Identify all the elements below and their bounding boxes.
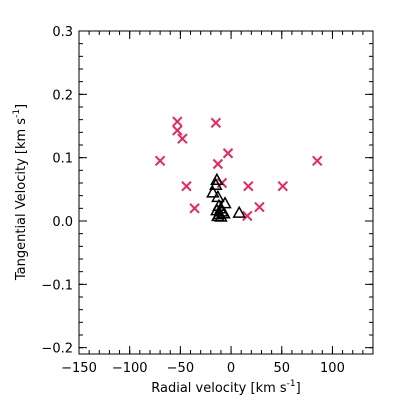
triangle-marker-point [232,205,246,218]
plot-frame [78,30,374,355]
triangle-marker-point [210,172,224,185]
triangle-marker-point [218,196,232,209]
x-marker-point [181,180,192,192]
y-tick-label: −0.2 [41,342,73,357]
x-marker-point [154,155,166,167]
tick-labels: −150 −100 −50 0 50 100 −0.2 −0.1 0.0 0.1 0.2 0.3 [41,25,344,376]
y-tick-label: −0.1 [41,278,73,293]
x-marker-point [212,158,224,170]
x-marker-point [277,180,288,192]
x-tick-label: −100 [112,361,148,376]
x-tick-label: 100 [320,361,345,376]
y-tick-label: 0.0 [52,215,73,230]
x-tick-label: 0 [227,361,235,376]
x-axis-label: Radial velocity [km s-1] [151,379,300,396]
triangle-marker-point [206,185,220,198]
x-marker-point [189,203,200,214]
x-marker-point [222,148,234,159]
y-tick-label: 0.3 [52,25,73,40]
data-points [154,116,323,222]
y-axis-label: Tangential Velocity [km s-1] [12,104,29,281]
triangle-marker-point [209,177,223,191]
x-marker-point [254,201,265,213]
x-marker-point [242,210,253,222]
x-marker-point [172,116,183,127]
x-tick-label: −50 [167,361,194,376]
triangle-marker-point [214,209,228,222]
x-marker-point [210,117,222,129]
x-marker-point [172,125,183,136]
axis-ticks [78,30,374,354]
x-marker-point [177,133,188,144]
x-tick-label: 50 [273,361,290,376]
x-marker-point [243,180,254,192]
x-tick-label: −150 [61,361,97,376]
y-tick-label: 0.1 [52,152,73,167]
x-marker-point [312,155,323,167]
y-tick-label: 0.2 [52,88,73,103]
triangle-marker-point [215,204,229,217]
